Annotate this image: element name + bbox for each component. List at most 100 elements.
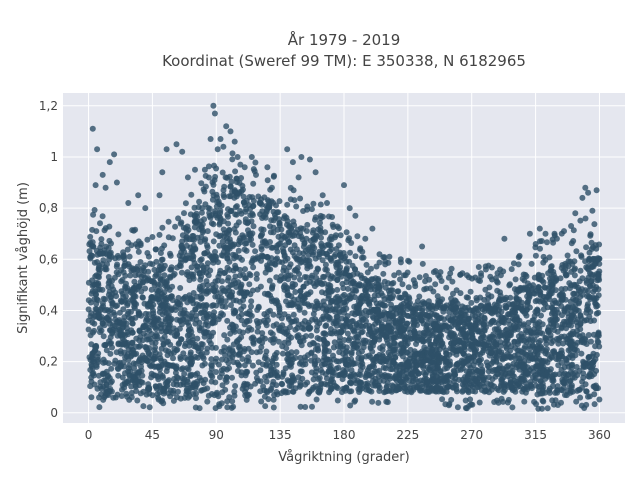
data-point	[439, 296, 446, 303]
data-point	[296, 383, 303, 390]
data-point	[252, 248, 259, 255]
data-point	[364, 293, 371, 300]
data-point	[426, 336, 433, 343]
data-point	[295, 374, 302, 381]
data-point	[267, 223, 273, 230]
data-point	[587, 231, 594, 238]
data-point	[437, 346, 443, 353]
data-point	[591, 401, 598, 408]
data-point	[267, 307, 273, 314]
data-point	[385, 323, 392, 330]
data-point	[161, 272, 168, 279]
data-point	[145, 253, 152, 260]
data-point	[233, 222, 240, 229]
x-tick-label: 360	[588, 428, 611, 442]
data-point	[132, 272, 139, 279]
data-point	[93, 272, 100, 279]
data-point	[357, 372, 364, 378]
data-point	[208, 391, 215, 397]
data-point	[354, 338, 361, 345]
data-point	[217, 374, 223, 381]
data-point	[319, 213, 326, 220]
data-point	[129, 340, 136, 346]
data-point	[500, 353, 507, 360]
data-point	[416, 274, 423, 281]
data-point	[295, 174, 302, 181]
data-point	[181, 394, 188, 401]
data-point	[509, 404, 516, 411]
data-point	[106, 237, 113, 244]
data-point	[587, 370, 593, 377]
data-point	[426, 354, 433, 361]
data-point	[248, 218, 255, 225]
data-point	[270, 404, 277, 411]
data-point	[201, 250, 208, 257]
data-point	[348, 388, 355, 395]
data-point	[539, 297, 546, 304]
data-point	[579, 194, 586, 201]
data-point	[352, 397, 359, 404]
data-point	[523, 351, 530, 358]
data-point	[569, 370, 576, 377]
data-point	[590, 331, 597, 338]
data-point	[206, 205, 213, 212]
data-point	[213, 355, 220, 362]
data-point	[544, 405, 551, 412]
data-point	[587, 283, 594, 290]
data-point	[250, 202, 257, 209]
chart-subtitle: Koordinat (Sweref 99 TM): E 350338, N 61…	[162, 52, 526, 70]
data-point	[358, 329, 365, 336]
data-point	[445, 383, 452, 390]
x-axis-label: Vågriktning (grader)	[278, 450, 409, 465]
data-point	[99, 286, 106, 293]
data-point	[219, 278, 225, 285]
x-tick-label: 135	[269, 428, 292, 442]
data-point	[291, 197, 298, 204]
data-point	[178, 269, 185, 276]
data-point	[440, 389, 447, 396]
data-point	[138, 288, 145, 295]
data-point	[489, 376, 496, 383]
data-point	[549, 397, 556, 404]
data-point	[89, 350, 96, 357]
data-point	[233, 175, 240, 182]
data-point	[420, 364, 427, 371]
data-point	[224, 264, 231, 271]
data-point	[455, 367, 461, 374]
data-point	[552, 275, 559, 281]
data-point	[269, 358, 276, 365]
data-point	[193, 218, 200, 225]
data-point	[518, 303, 525, 310]
data-point	[188, 361, 194, 368]
data-point	[241, 164, 248, 171]
y-tick-labels: 00,20,40,60,811,2	[39, 99, 58, 420]
data-point	[290, 311, 297, 318]
data-point	[318, 362, 325, 368]
data-point	[198, 377, 205, 384]
data-point	[260, 226, 267, 233]
data-point	[559, 290, 566, 297]
data-point	[390, 358, 397, 365]
data-point	[250, 180, 257, 187]
data-point	[564, 252, 571, 259]
data-point	[363, 370, 370, 377]
data-point	[310, 249, 317, 256]
data-point	[388, 280, 395, 287]
data-point	[406, 258, 413, 265]
data-point	[525, 324, 532, 331]
data-point	[575, 287, 582, 294]
data-point	[423, 369, 430, 376]
data-point	[454, 300, 461, 307]
data-point	[489, 318, 496, 325]
data-point	[205, 313, 212, 320]
data-point	[333, 246, 340, 252]
data-point	[585, 393, 591, 400]
data-point	[369, 398, 376, 405]
data-point	[449, 313, 456, 320]
data-point	[258, 243, 265, 250]
data-point	[348, 367, 355, 374]
data-point	[378, 321, 385, 328]
data-point	[267, 292, 273, 299]
data-point	[336, 297, 343, 304]
data-point	[113, 349, 120, 356]
